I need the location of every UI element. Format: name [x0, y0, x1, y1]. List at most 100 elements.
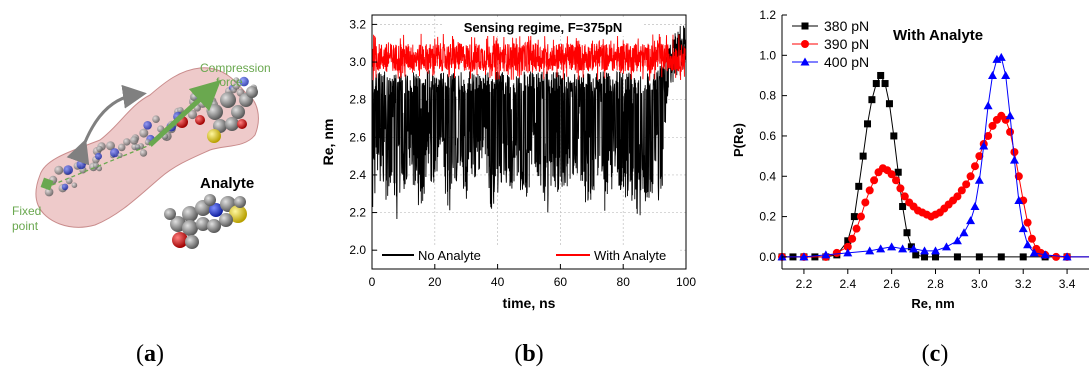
chart-c-point-400-pn — [887, 242, 897, 251]
chart-b-y-tick-label: 2.2 — [349, 206, 366, 220]
molecule-atom — [76, 159, 86, 170]
molecule-atom — [123, 138, 131, 146]
chart-c-y-tick-label: 0.6 — [759, 129, 776, 143]
chart-c-point-400-pn — [1062, 252, 1072, 261]
analyte-molecule — [164, 194, 247, 249]
molecule-atom — [233, 77, 240, 83]
chart-b-x-axis-label: time, ns — [503, 295, 556, 311]
chart-c-legend-marker — [800, 57, 810, 66]
chart-c-point-380-pn — [894, 168, 902, 176]
molecule-atom — [61, 183, 69, 191]
chart-c-plot-area — [777, 52, 1089, 261]
chart-c-point-380-pn — [953, 253, 961, 261]
chart-b-legend-with-analyte: With Analyte — [594, 248, 666, 263]
chart-c-point-380-pn — [877, 71, 885, 79]
chart-b-y-tick-label: 2.4 — [349, 168, 366, 182]
molecule-atom — [207, 104, 223, 120]
chart-c-point-400-pn — [959, 228, 969, 237]
chart-b-y-tick-label: 3.2 — [349, 17, 366, 31]
molecule-atom — [54, 165, 64, 175]
molecule-atom — [232, 82, 240, 90]
chart-b-y-tick-label: 2.0 — [349, 243, 366, 257]
chart-c-legend-label: 390 pN — [824, 36, 869, 52]
chart-c-point-380-pn — [1019, 253, 1027, 261]
chart-c-point-400-pn — [920, 246, 930, 255]
chart-c-title: With Analyte — [893, 27, 983, 44]
chart-c-y-tick-label: 0.8 — [759, 89, 776, 103]
chart-c-point-400-pn — [974, 175, 984, 184]
chart-c-point-380-pn — [899, 203, 907, 211]
chart-c-point-400-pn — [898, 244, 908, 253]
chart-b-plot-area — [371, 25, 687, 220]
analyte-atom — [234, 196, 246, 208]
chart-c-point-400-pn — [909, 244, 919, 253]
chart-c-legend-label: 400 pN — [824, 54, 869, 70]
analyte-atom — [204, 194, 216, 206]
chart-c-point-400-pn — [1001, 70, 1011, 79]
chart-c-point-380-pn — [912, 251, 920, 259]
chart-c-legend-marker — [801, 22, 809, 30]
chart-c-point-380-pn — [859, 152, 867, 160]
chart-c-y-axis-label: P(Re) — [731, 123, 746, 157]
analyte-atom — [219, 213, 233, 227]
chart-c-x-tick-label: 3.2 — [1015, 277, 1032, 291]
chart-c-point-400-pn — [1014, 195, 1024, 204]
chart-c-point-400-pn — [941, 242, 951, 251]
chart-c-point-400-pn — [970, 202, 980, 211]
analyte-atom — [196, 217, 210, 231]
chart-c-point-400-pn — [952, 236, 962, 245]
molecule-atom — [237, 119, 247, 129]
chart-c-point-390-pn — [962, 180, 971, 189]
chart-c-ticks: 0.0 0.2 0.4 0.6 0.8 1.0 1.2 2.2 2.4 2.6 2.8 3.0 3.2 3… — [759, 8, 1075, 291]
chart-c-point-400-pn — [1005, 111, 1015, 120]
chart-c-point-380-pn — [872, 80, 880, 88]
molecule-atom — [63, 165, 73, 175]
chart-c-point-380-pn — [903, 229, 911, 237]
analyte-atom — [229, 205, 247, 223]
chart-b: 2.0 2.2 2.4 2.6 2.8 3.0 3.2 0 20 40 60 80 100 Sensin… — [320, 14, 696, 367]
panel-c-label: (c) — [922, 341, 949, 367]
chart-c-point-380-pn — [885, 100, 893, 108]
chart-c-point-400-pn — [931, 246, 940, 255]
chart-b-x-tick-label: 60 — [554, 275, 568, 289]
chart-c-point-390-pn — [865, 186, 874, 195]
chart-c-point-400-pn — [988, 70, 998, 79]
chart-c-point-380-pn — [850, 213, 858, 221]
chart-c-point-400-pn — [865, 246, 875, 255]
chart-c-point-400-pn — [1009, 155, 1019, 164]
chart-c-point-390-pn — [975, 152, 984, 161]
chart-c-x-tick-label: 3.0 — [971, 277, 988, 291]
analyte-atom — [185, 235, 199, 249]
chart-c-x-tick-label: 2.2 — [796, 277, 813, 291]
chart-c-point-390-pn — [861, 198, 870, 207]
chart-c-y-tick-label: 1.2 — [759, 8, 776, 22]
chart-c-y-tick-label: 1.0 — [759, 48, 776, 62]
chart-c-point-390-pn — [1023, 218, 1032, 227]
molecule-atom — [187, 109, 198, 120]
molecule-atom — [139, 128, 149, 138]
compression-force-label-line1: Compression — [200, 61, 271, 75]
panel-a-illustration: Compression force Fixed point Analyte (a… — [12, 61, 271, 367]
chart-c-point-390-pn — [1006, 127, 1015, 136]
chart-c-point-390-pn — [896, 184, 905, 193]
chart-c-point-380-pn — [881, 80, 889, 88]
molecule-atom — [246, 86, 258, 98]
chart-b-title-backdrop — [444, 19, 642, 36]
chart-c-x-tick-label: 2.8 — [927, 277, 944, 291]
chart-c-y-tick-label: 0.4 — [759, 169, 776, 183]
force-axis-dashed — [51, 144, 151, 186]
molecule-atom — [207, 129, 221, 143]
analyte-atom — [207, 219, 221, 233]
chart-c-x-axis-label: Re, nm — [911, 296, 954, 311]
panel-b-label: (b) — [514, 341, 543, 367]
chart-b-ticks: 2.0 2.2 2.4 2.6 2.8 3.0 3.2 0 20 40 60 80 100 — [349, 17, 696, 289]
chart-c-point-380-pn — [864, 120, 872, 128]
fixed-point-label-line2: point — [12, 219, 39, 233]
molecule-atom — [231, 105, 245, 119]
chart-b-legend-backdrop — [380, 246, 680, 264]
chart-c-point-380-pn — [907, 243, 915, 251]
molecule-atom — [117, 143, 126, 152]
analyte-atom — [172, 232, 188, 248]
chart-c-point-390-pn — [852, 224, 861, 233]
